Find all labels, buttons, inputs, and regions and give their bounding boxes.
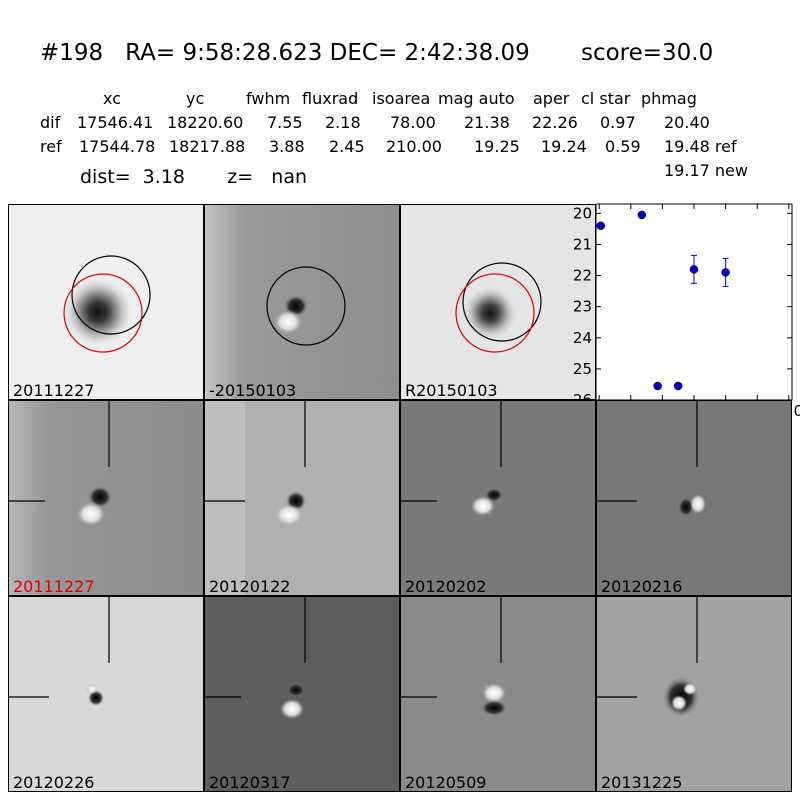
stamp-epoch: 20120122 — [204, 400, 400, 596]
y-tick-label: 22 — [573, 267, 592, 285]
aperture-circle-black — [71, 255, 151, 335]
new-phmag: 19.17 new — [664, 161, 748, 180]
ref-aper: 19.24 — [541, 137, 587, 156]
stamp-date-label: R20150103 — [405, 381, 498, 400]
stamp-epoch: 20120317 — [204, 596, 400, 792]
stamp-date-label: 20120226 — [13, 773, 95, 792]
light-curve-chart: 20212223242526020406080100120 — [573, 203, 800, 420]
stamp-date-label: 20120509 — [405, 773, 487, 792]
stamp-epoch: 20120216 — [596, 400, 792, 596]
data-point — [689, 265, 699, 274]
y-tick-label: 24 — [573, 329, 592, 347]
ref-phmag: 19.48 ref — [664, 137, 737, 156]
dif-fwhm: 7.55 — [267, 113, 303, 132]
stamp-date-label: -20150103 — [209, 381, 297, 400]
ref-yc: 18217.88 — [169, 137, 246, 156]
data-point — [653, 381, 662, 391]
col-header-aper: aper — [533, 89, 570, 108]
dist-z-readout: dist= 3.18 z= nan — [80, 166, 308, 188]
stamp-date-label: 20111227 — [13, 381, 95, 400]
stamp-epoch: 20131225 — [596, 596, 792, 792]
candidate-title: #198 RA= 9:58:28.623 DEC= 2:42:38.09 sco… — [40, 40, 714, 66]
dif-xc: 17546.41 — [77, 113, 154, 132]
col-header-fwhm: fwhm — [246, 89, 291, 108]
ref-fluxrad: 2.45 — [329, 137, 365, 156]
col-header-fluxrad: fluxrad — [302, 89, 359, 108]
stamp-epoch: 20111227 — [8, 400, 204, 596]
stamp-date-label: 20120202 — [405, 577, 487, 596]
dif-fluxrad: 2.18 — [325, 113, 361, 132]
aperture-circle-red — [455, 273, 535, 353]
y-tick-label: 23 — [573, 298, 592, 316]
stamp-reference-image: 20111227 — [8, 204, 204, 400]
star-source — [62, 276, 134, 348]
ref-fwhm: 3.88 — [269, 137, 305, 156]
stamp-epoch: 20120509 — [400, 596, 596, 792]
ref-xc: 17544.78 — [79, 137, 156, 156]
dif-isoarea: 78.00 — [390, 113, 436, 132]
col-header-phmag: phmag — [641, 89, 697, 108]
stamp-epoch: 20120202 — [400, 400, 596, 596]
col-header-cl-star: cl star — [581, 89, 631, 108]
stamp-difference-image: -20150103 — [204, 204, 400, 400]
ref-mag-auto: 19.25 — [474, 137, 520, 156]
y-tick-label: 20 — [573, 204, 592, 222]
row-label-dif: dif — [40, 113, 61, 132]
data-point — [637, 210, 647, 220]
aperture-circle-red — [63, 273, 143, 353]
ref-cl-star: 0.59 — [605, 137, 641, 156]
stamp-epoch: 20120226 — [8, 596, 204, 792]
col-header-xc: xc — [103, 89, 121, 108]
stamp-recent-reference: R20150103 — [400, 204, 596, 400]
stamp-date-label: 20120216 — [601, 577, 683, 596]
data-point — [673, 381, 683, 391]
ref-isoarea: 210.00 — [386, 137, 442, 156]
col-header-yc: yc — [186, 89, 205, 108]
dif-mag-auto: 21.38 — [464, 113, 510, 132]
aperture-circle-black — [266, 266, 346, 346]
stamp-date-label: 20111227 — [13, 577, 95, 596]
stamp-date-label: 20120317 — [209, 773, 291, 792]
data-point — [596, 221, 605, 231]
stamp-date-label: 20120122 — [209, 577, 291, 596]
data-point — [721, 268, 730, 277]
col-header-mag-auto: mag auto — [438, 89, 515, 108]
dif-phmag: 20.40 — [664, 113, 710, 132]
star-source — [462, 285, 518, 341]
dif-yc: 18220.60 — [167, 113, 244, 132]
y-tick-label: 21 — [573, 235, 592, 253]
dif-aper: 22.26 — [532, 113, 578, 132]
col-header-isoarea: isoarea — [372, 89, 431, 108]
stamp-date-label: 20131225 — [601, 773, 683, 792]
dif-cl-star: 0.97 — [600, 113, 636, 132]
row-label-ref: ref — [40, 137, 62, 156]
plot-frame — [595, 203, 793, 401]
aperture-circle-black — [462, 262, 542, 342]
y-tick-label: 25 — [573, 360, 592, 378]
